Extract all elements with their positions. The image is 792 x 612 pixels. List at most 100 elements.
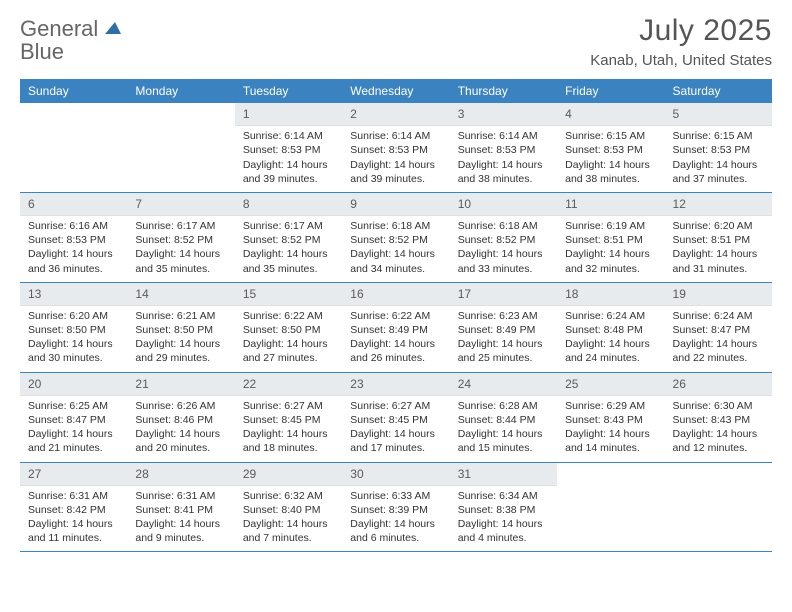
day-number: 27 (20, 463, 127, 486)
sunrise-line: Sunrise: 6:17 AM (243, 219, 334, 233)
sunset-line: Sunset: 8:52 PM (458, 233, 549, 247)
sunrise-line: Sunrise: 6:17 AM (135, 219, 226, 233)
day-cell: 28Sunrise: 6:31 AMSunset: 8:41 PMDayligh… (127, 463, 234, 552)
daylight-line: Daylight: 14 hours and 35 minutes. (243, 247, 334, 275)
daylight-line: Daylight: 14 hours and 18 minutes. (243, 427, 334, 455)
daylight-line: Daylight: 14 hours and 9 minutes. (135, 517, 226, 545)
day-number: 29 (235, 463, 342, 486)
sunrise-line: Sunrise: 6:23 AM (458, 309, 549, 323)
daylight-line: Daylight: 14 hours and 39 minutes. (350, 158, 441, 186)
sunset-line: Sunset: 8:52 PM (350, 233, 441, 247)
day-body: Sunrise: 6:14 AMSunset: 8:53 PMDaylight:… (450, 126, 557, 192)
sunset-line: Sunset: 8:50 PM (28, 323, 119, 337)
day-body: Sunrise: 6:22 AMSunset: 8:50 PMDaylight:… (235, 306, 342, 372)
sunrise-line: Sunrise: 6:29 AM (565, 399, 656, 413)
daylight-line: Daylight: 14 hours and 38 minutes. (565, 158, 656, 186)
day-cell: 4Sunrise: 6:15 AMSunset: 8:53 PMDaylight… (557, 103, 664, 192)
sunset-line: Sunset: 8:53 PM (565, 143, 656, 157)
day-body: Sunrise: 6:27 AMSunset: 8:45 PMDaylight:… (235, 396, 342, 462)
day-number: 5 (665, 103, 772, 126)
day-number: 18 (557, 283, 664, 306)
day-number: 16 (342, 283, 449, 306)
day-number: 15 (235, 283, 342, 306)
sunrise-line: Sunrise: 6:14 AM (458, 129, 549, 143)
weekday-header: Sunday (20, 79, 127, 103)
day-body: Sunrise: 6:18 AMSunset: 8:52 PMDaylight:… (342, 216, 449, 282)
daylight-line: Daylight: 14 hours and 27 minutes. (243, 337, 334, 365)
day-body: Sunrise: 6:24 AMSunset: 8:47 PMDaylight:… (665, 306, 772, 372)
brand-logo: General Blue (20, 14, 123, 64)
sunset-line: Sunset: 8:45 PM (243, 413, 334, 427)
daylight-line: Daylight: 14 hours and 7 minutes. (243, 517, 334, 545)
day-number: 17 (450, 283, 557, 306)
day-body: Sunrise: 6:27 AMSunset: 8:45 PMDaylight:… (342, 396, 449, 462)
brand-name-1: General (20, 16, 98, 41)
sunset-line: Sunset: 8:44 PM (458, 413, 549, 427)
sunset-line: Sunset: 8:53 PM (28, 233, 119, 247)
day-cell: 31Sunrise: 6:34 AMSunset: 8:38 PMDayligh… (450, 463, 557, 552)
daylight-line: Daylight: 14 hours and 38 minutes. (458, 158, 549, 186)
sunset-line: Sunset: 8:51 PM (565, 233, 656, 247)
daylight-line: Daylight: 14 hours and 14 minutes. (565, 427, 656, 455)
day-body: Sunrise: 6:24 AMSunset: 8:48 PMDaylight:… (557, 306, 664, 372)
daylight-line: Daylight: 14 hours and 30 minutes. (28, 337, 119, 365)
day-body: Sunrise: 6:19 AMSunset: 8:51 PMDaylight:… (557, 216, 664, 282)
sunset-line: Sunset: 8:47 PM (673, 323, 764, 337)
day-body: Sunrise: 6:17 AMSunset: 8:52 PMDaylight:… (235, 216, 342, 282)
daylight-line: Daylight: 14 hours and 24 minutes. (565, 337, 656, 365)
day-cell: 23Sunrise: 6:27 AMSunset: 8:45 PMDayligh… (342, 373, 449, 462)
sunrise-line: Sunrise: 6:31 AM (135, 489, 226, 503)
sunrise-line: Sunrise: 6:14 AM (243, 129, 334, 143)
day-cell: 6Sunrise: 6:16 AMSunset: 8:53 PMDaylight… (20, 193, 127, 282)
sunset-line: Sunset: 8:39 PM (350, 503, 441, 517)
daylight-line: Daylight: 14 hours and 15 minutes. (458, 427, 549, 455)
day-number: 7 (127, 193, 234, 216)
sunrise-line: Sunrise: 6:25 AM (28, 399, 119, 413)
daylight-line: Daylight: 14 hours and 35 minutes. (135, 247, 226, 275)
day-cell: 14Sunrise: 6:21 AMSunset: 8:50 PMDayligh… (127, 283, 234, 372)
sunset-line: Sunset: 8:42 PM (28, 503, 119, 517)
day-number: 2 (342, 103, 449, 126)
day-cell: 13Sunrise: 6:20 AMSunset: 8:50 PMDayligh… (20, 283, 127, 372)
sunset-line: Sunset: 8:40 PM (243, 503, 334, 517)
weekday-header-row: SundayMondayTuesdayWednesdayThursdayFrid… (20, 79, 772, 103)
month-year-title: July 2025 (590, 14, 772, 48)
sunrise-line: Sunrise: 6:32 AM (243, 489, 334, 503)
sunrise-line: Sunrise: 6:15 AM (565, 129, 656, 143)
day-cell: 16Sunrise: 6:22 AMSunset: 8:49 PMDayligh… (342, 283, 449, 372)
sunrise-line: Sunrise: 6:28 AM (458, 399, 549, 413)
daylight-line: Daylight: 14 hours and 12 minutes. (673, 427, 764, 455)
day-cell: 15Sunrise: 6:22 AMSunset: 8:50 PMDayligh… (235, 283, 342, 372)
day-cell: 11Sunrise: 6:19 AMSunset: 8:51 PMDayligh… (557, 193, 664, 282)
sunrise-line: Sunrise: 6:15 AM (673, 129, 764, 143)
day-body: Sunrise: 6:28 AMSunset: 8:44 PMDaylight:… (450, 396, 557, 462)
daylight-line: Daylight: 14 hours and 25 minutes. (458, 337, 549, 365)
sunset-line: Sunset: 8:53 PM (243, 143, 334, 157)
day-body: Sunrise: 6:14 AMSunset: 8:53 PMDaylight:… (342, 126, 449, 192)
day-body: Sunrise: 6:34 AMSunset: 8:38 PMDaylight:… (450, 486, 557, 552)
sunset-line: Sunset: 8:51 PM (673, 233, 764, 247)
sunset-line: Sunset: 8:47 PM (28, 413, 119, 427)
day-number: 11 (557, 193, 664, 216)
sunset-line: Sunset: 8:50 PM (243, 323, 334, 337)
daylight-line: Daylight: 14 hours and 6 minutes. (350, 517, 441, 545)
sunset-line: Sunset: 8:52 PM (243, 233, 334, 247)
daylight-line: Daylight: 14 hours and 36 minutes. (28, 247, 119, 275)
sunset-line: Sunset: 8:38 PM (458, 503, 549, 517)
daylight-line: Daylight: 14 hours and 4 minutes. (458, 517, 549, 545)
sunrise-line: Sunrise: 6:33 AM (350, 489, 441, 503)
day-cell: 12Sunrise: 6:20 AMSunset: 8:51 PMDayligh… (665, 193, 772, 282)
day-body: Sunrise: 6:18 AMSunset: 8:52 PMDaylight:… (450, 216, 557, 282)
daylight-line: Daylight: 14 hours and 17 minutes. (350, 427, 441, 455)
day-body: Sunrise: 6:25 AMSunset: 8:47 PMDaylight:… (20, 396, 127, 462)
calendar-grid: SundayMondayTuesdayWednesdayThursdayFrid… (20, 79, 772, 552)
day-cell: 26Sunrise: 6:30 AMSunset: 8:43 PMDayligh… (665, 373, 772, 462)
weekday-header: Wednesday (342, 79, 449, 103)
sunrise-line: Sunrise: 6:16 AM (28, 219, 119, 233)
day-number: 3 (450, 103, 557, 126)
daylight-line: Daylight: 14 hours and 11 minutes. (28, 517, 119, 545)
day-body: Sunrise: 6:33 AMSunset: 8:39 PMDaylight:… (342, 486, 449, 552)
day-body: Sunrise: 6:17 AMSunset: 8:52 PMDaylight:… (127, 216, 234, 282)
daylight-line: Daylight: 14 hours and 32 minutes. (565, 247, 656, 275)
sunrise-line: Sunrise: 6:18 AM (458, 219, 549, 233)
